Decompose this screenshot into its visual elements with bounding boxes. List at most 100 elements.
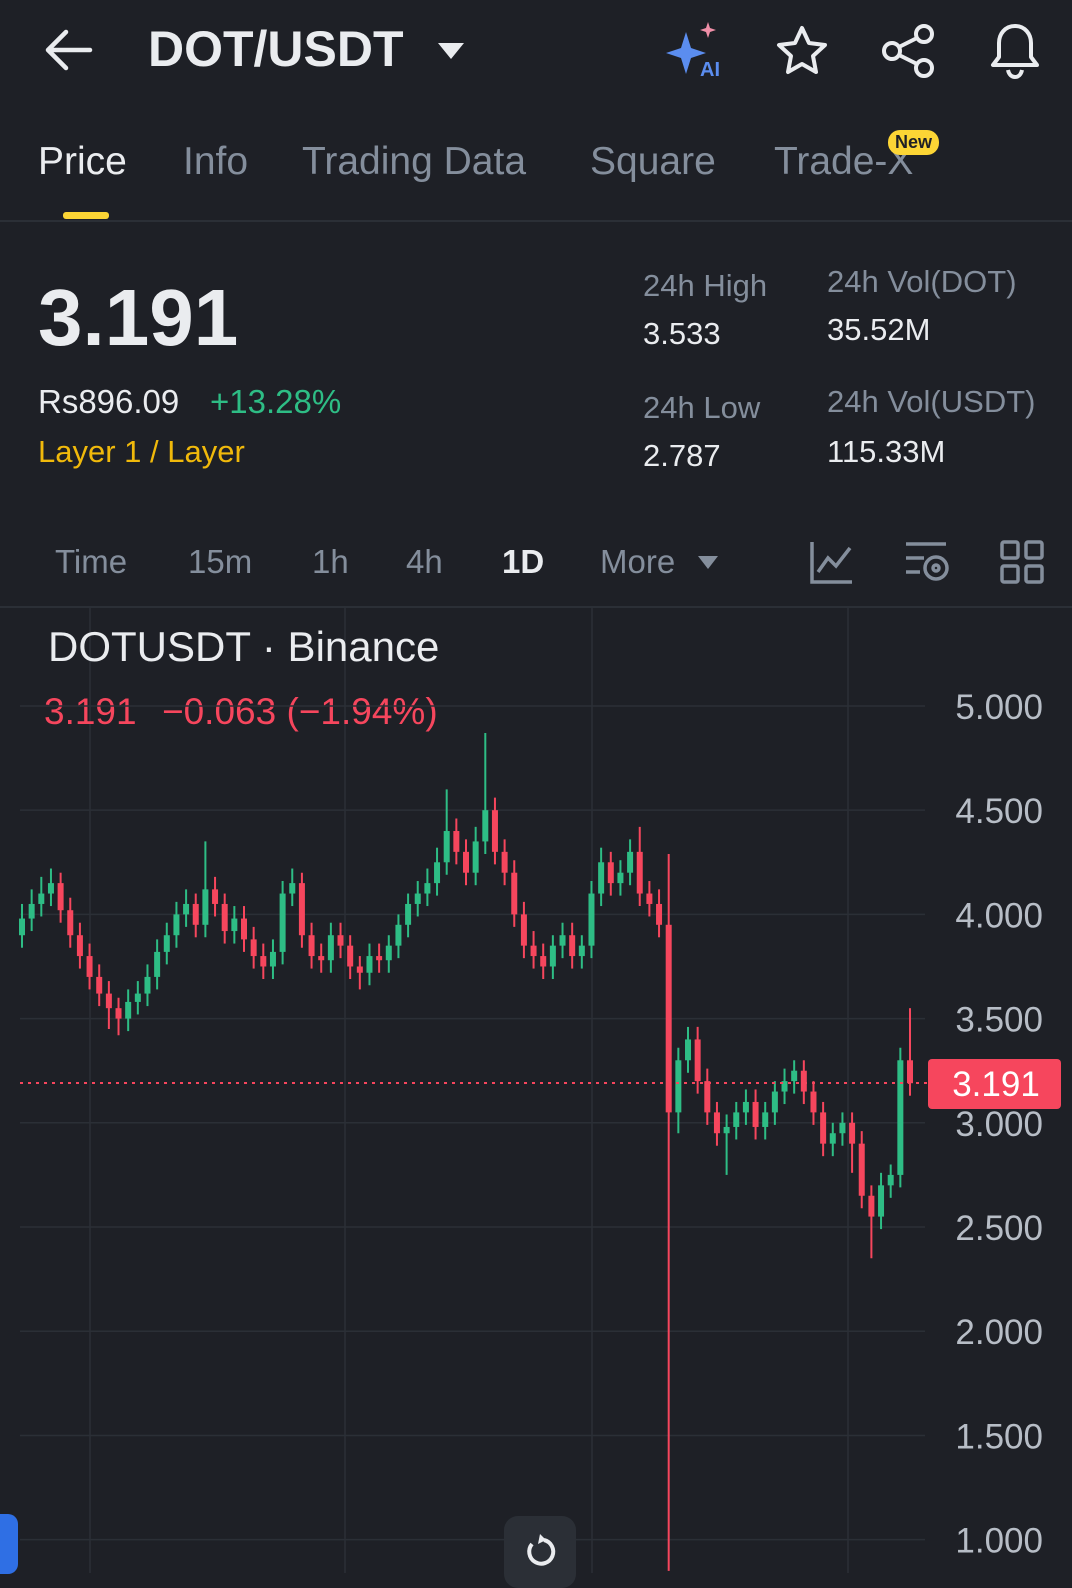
y-tick-label: 3.500 <box>955 1001 1043 1040</box>
candle-body <box>771 1091 778 1113</box>
candle-body <box>395 924 402 946</box>
last-price: 3.191 <box>38 273 239 362</box>
pair-dropdown[interactable] <box>436 40 466 62</box>
interval[interactable]: 15m <box>188 543 253 580</box>
candle-body <box>491 810 498 852</box>
new-badge: New <box>888 130 940 155</box>
tab[interactable]: Square <box>590 140 716 183</box>
candle-body <box>501 851 508 873</box>
candle-body <box>800 1070 807 1092</box>
candle-body <box>443 831 450 863</box>
ai-label: AI <box>700 59 720 80</box>
y-tick-label: 1.500 <box>955 1417 1043 1456</box>
candle-body <box>308 935 315 957</box>
candle-body <box>347 945 354 967</box>
y-tick-label: 4.000 <box>955 896 1043 935</box>
candle-body <box>733 1112 740 1127</box>
tab[interactable]: Price <box>38 140 127 183</box>
y-tick-label: 5.000 <box>955 688 1043 727</box>
side-tab[interactable] <box>0 1514 18 1574</box>
favorite-button[interactable] <box>774 24 830 78</box>
fiat-price: Rs896.09 <box>38 383 180 420</box>
layout-button[interactable] <box>998 538 1046 586</box>
candle-body <box>820 1112 827 1144</box>
candle-body <box>327 935 334 961</box>
candle-body <box>19 918 25 936</box>
tab[interactable]: Info <box>183 140 249 183</box>
indicator-button[interactable] <box>902 538 952 586</box>
candle-body <box>163 935 170 952</box>
candle-body <box>607 862 614 884</box>
candle-body <box>86 956 93 977</box>
candle-body <box>57 883 64 911</box>
stat-label: 24h High <box>643 268 768 303</box>
interval[interactable]: Time <box>55 543 128 580</box>
candle-body <box>463 851 469 873</box>
back-button[interactable] <box>40 26 96 74</box>
candle-body <box>202 889 209 925</box>
divider <box>0 220 1072 222</box>
candle-body <box>385 945 392 961</box>
y-tick-label: 2.000 <box>955 1313 1043 1352</box>
pair-title[interactable]: DOT/USDT <box>148 21 404 77</box>
candle-body <box>511 872 518 915</box>
candle-body <box>67 910 74 936</box>
candle-body <box>125 1001 132 1019</box>
chart-type-button[interactable] <box>808 538 856 586</box>
candle-body <box>578 945 585 957</box>
candle-body <box>598 862 605 894</box>
stat-value: 3.533 <box>643 316 721 351</box>
candle-body <box>212 889 219 904</box>
candle-body <box>781 1081 788 1092</box>
candle-body <box>878 1185 885 1217</box>
interval[interactable]: 1D <box>502 543 545 580</box>
candle-body <box>472 841 479 873</box>
candle-body <box>829 1133 836 1144</box>
share-button[interactable] <box>880 22 938 80</box>
candle-body <box>636 851 643 894</box>
candle-body <box>704 1081 711 1113</box>
y-tick-label: 4.500 <box>955 792 1043 831</box>
stat-label: 24h Low <box>643 390 761 425</box>
candle-body <box>241 918 247 940</box>
tab-indicator <box>63 212 109 219</box>
y-tick-label: 1.000 <box>955 1522 1043 1561</box>
candle-body <box>356 966 363 973</box>
candle-body <box>76 935 83 957</box>
candle-body <box>549 945 556 967</box>
candle-body <box>231 918 238 932</box>
candle-body <box>530 945 537 957</box>
ai-icon[interactable]: AI <box>664 20 728 80</box>
category-tag[interactable]: Layer 1 / Layer <box>38 434 245 469</box>
candle-body <box>897 1060 904 1175</box>
candle-body <box>144 976 151 994</box>
candle-body <box>414 893 421 904</box>
tab[interactable]: Trading Data <box>302 140 527 183</box>
alert-button[interactable] <box>986 20 1044 80</box>
time-grid <box>89 608 849 1573</box>
interval[interactable]: More <box>600 543 676 580</box>
chart-change: −0.063 (−1.94%) <box>162 691 438 732</box>
candle-body <box>105 993 112 1009</box>
candle-body <box>713 1112 720 1134</box>
candle-body <box>569 935 576 957</box>
candle-body <box>279 893 286 952</box>
stat-label: 24h Vol(USDT) <box>827 384 1036 419</box>
chart-title: DOTUSDT · Binance <box>48 623 439 670</box>
candle-body <box>762 1112 769 1127</box>
candle-body <box>849 1122 856 1144</box>
interval[interactable]: 1h <box>312 543 349 580</box>
more-dropdown[interactable] <box>696 554 720 572</box>
candle-body <box>858 1143 865 1196</box>
candle-body <box>791 1070 798 1082</box>
candle-body <box>656 903 663 925</box>
candle-body <box>685 1039 691 1061</box>
last-price-label: 3.191 <box>952 1065 1040 1104</box>
interval[interactable]: 4h <box>406 543 443 580</box>
candle-body <box>665 924 672 1113</box>
candle-body <box>134 993 141 1002</box>
divider <box>0 606 1072 608</box>
candle-body <box>434 862 441 884</box>
stat-value: 2.787 <box>643 438 721 473</box>
price-change: +13.28% <box>210 383 342 420</box>
